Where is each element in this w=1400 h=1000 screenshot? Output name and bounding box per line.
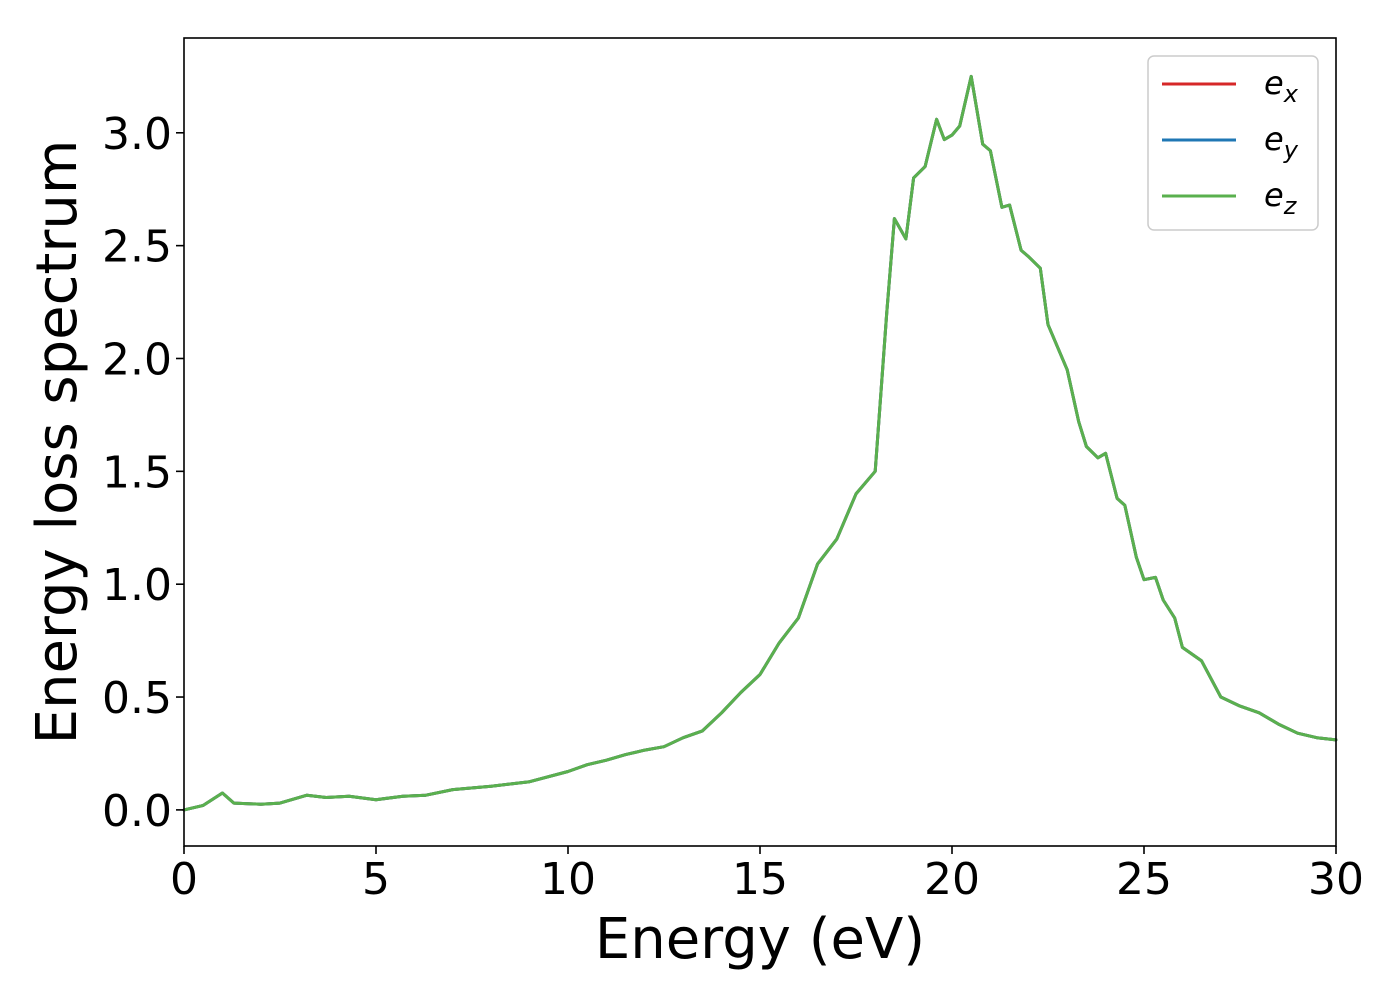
y-tick-label: 0.5 (102, 673, 172, 724)
x-tick-label: 15 (732, 854, 788, 905)
x-axis: 0 5 10 15 20 25 30 (170, 846, 1364, 905)
series-layer (182, 74, 1338, 812)
x-tick-label: 5 (362, 854, 390, 905)
y-tick-label: 1.0 (102, 560, 172, 611)
y-tick-label: 3.0 (102, 109, 172, 160)
y-axis-label: Energy loss spectrum (25, 140, 90, 745)
y-tick-label: 2.0 (102, 334, 172, 385)
legend-label-x: ex (1264, 64, 1299, 108)
x-tick-label: 25 (1116, 854, 1172, 905)
legend-box (1147, 55, 1319, 231)
legend: ex ey ez (1147, 55, 1319, 231)
x-tick-label: 30 (1308, 854, 1364, 905)
x-tick-label: 0 (170, 854, 198, 905)
x-tick-label: 10 (540, 854, 596, 905)
series-line-z (182, 74, 1338, 812)
legend-label-z: ez (1264, 176, 1298, 220)
x-tick-label: 20 (924, 854, 980, 905)
y-tick-label: 1.5 (102, 447, 172, 498)
y-axis: 0.0 0.5 1.0 1.5 2.0 2.5 3.0 (102, 109, 184, 837)
x-axis-label: Energy (eV) (595, 907, 925, 972)
y-tick-label: 2.5 (102, 222, 172, 273)
legend-label-y: ey (1264, 120, 1299, 164)
y-tick-label: 0.0 (102, 786, 172, 837)
